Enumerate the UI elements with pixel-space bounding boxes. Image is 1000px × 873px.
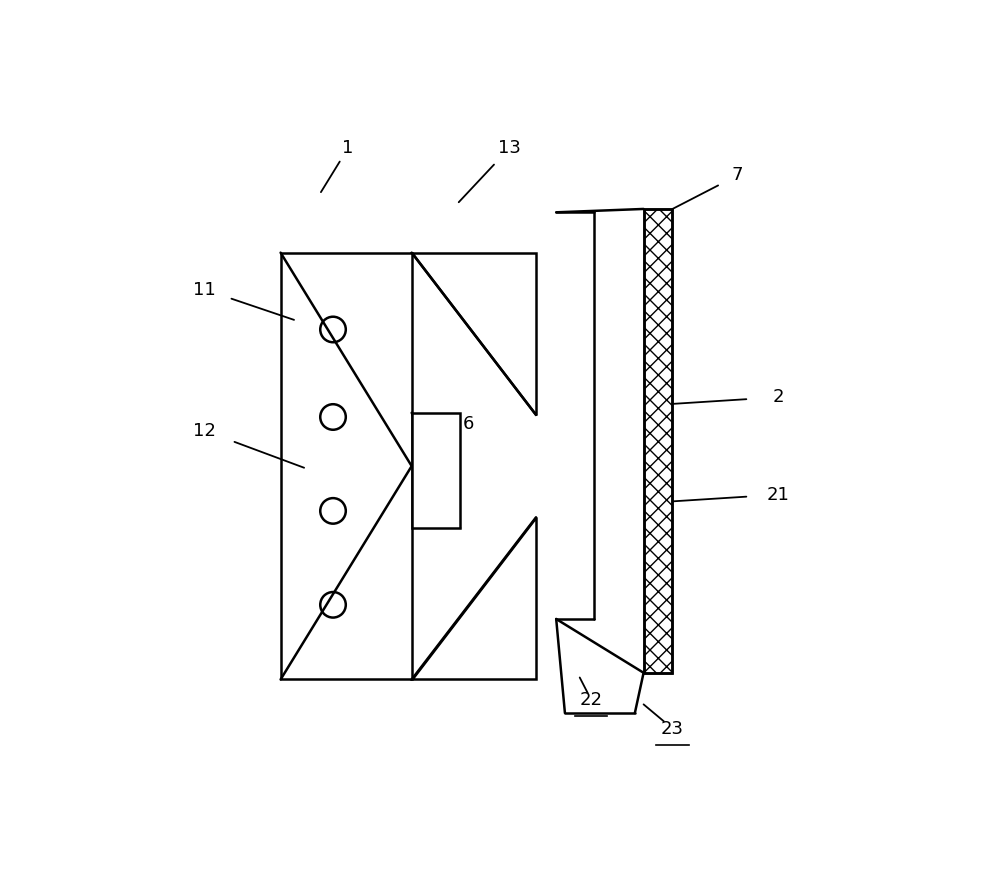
Text: 1: 1 [342,140,353,157]
Text: 2: 2 [772,388,784,406]
Text: 21: 21 [767,485,789,504]
Text: 12: 12 [193,422,216,440]
Bar [281,252,412,679]
Bar [644,209,672,673]
Text: 11: 11 [193,280,216,299]
Text: 23: 23 [661,719,684,738]
Polygon shape [412,252,536,415]
Polygon shape [412,518,536,679]
Text: 13: 13 [498,140,521,157]
Bar [412,413,460,528]
Text: 6: 6 [463,415,474,433]
Text: 22: 22 [580,691,603,709]
Text: 7: 7 [732,167,743,184]
Bar [644,209,672,673]
